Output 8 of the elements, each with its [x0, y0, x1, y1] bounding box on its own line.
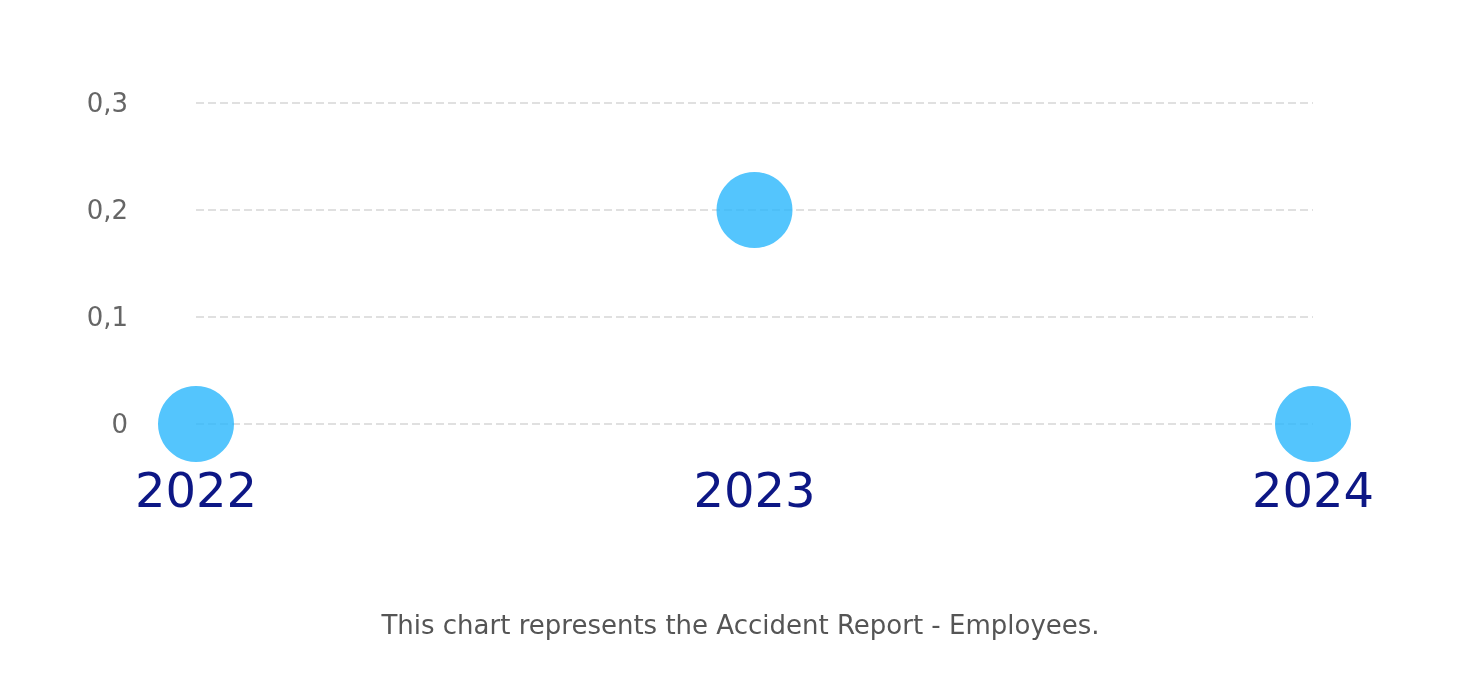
y-tick-label: 0,3: [86, 88, 128, 118]
y-tick-label: 0: [111, 409, 128, 439]
y-tick-label: 0,2: [86, 195, 128, 225]
x-tick-label: 2023: [693, 462, 816, 518]
text: This chart represents the Accident Report - Employees.: [380, 610, 1100, 640]
x-tick-label: 2022: [134, 462, 258, 518]
y-tick-label: 0,1: [86, 302, 128, 332]
x-tick-label: 2024: [1251, 462, 1375, 518]
